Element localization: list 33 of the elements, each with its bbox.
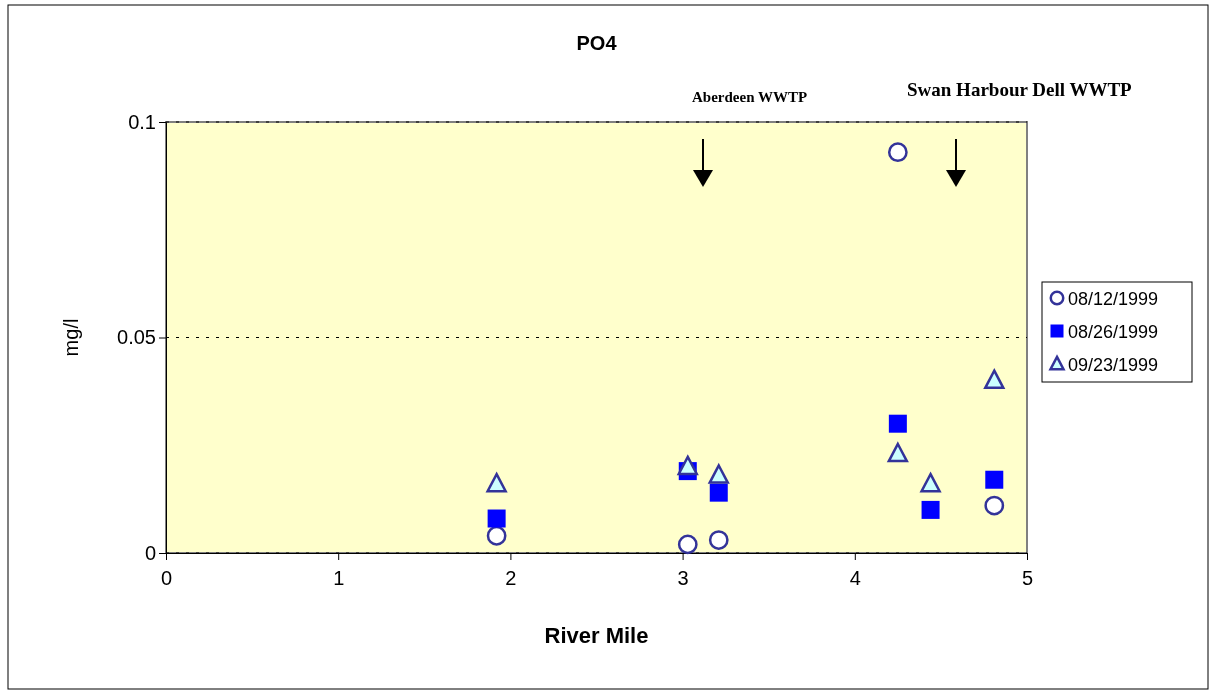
point	[887, 442, 909, 463]
point	[486, 525, 507, 546]
point	[487, 509, 506, 528]
text: Aberdeen WWTP	[692, 89, 808, 105]
point	[708, 464, 730, 484]
point	[887, 142, 908, 163]
point	[984, 369, 1005, 390]
x-tick-label: 5	[1021, 567, 1034, 589]
chart-title: PO4	[576, 32, 618, 54]
point	[677, 534, 698, 555]
y-tick-label: 0	[144, 541, 156, 564]
point	[984, 495, 1005, 516]
x-axis-title: River Mile	[544, 623, 649, 648]
legend-label: 09/23/1999	[1068, 355, 1159, 375]
legend-label: 08/12/1999	[1068, 289, 1159, 309]
point	[677, 455, 699, 476]
point	[486, 472, 507, 493]
x-tick-label: 2	[505, 567, 517, 589]
point	[708, 530, 729, 550]
y-axis-title: mg/l	[60, 318, 82, 357]
x-tick-label: 1	[333, 567, 345, 589]
y-tick-label: 0.1	[128, 110, 156, 133]
x-tick-label: 0	[160, 567, 173, 589]
point	[888, 414, 907, 433]
point	[709, 483, 728, 502]
y-tick-label: 0.05	[117, 326, 156, 349]
text: Swan Harbour Dell WWTP	[907, 79, 1133, 100]
point	[921, 500, 940, 519]
point	[920, 472, 941, 493]
legend-label: 08/26/1999	[1068, 322, 1159, 342]
point	[985, 470, 1004, 489]
x-tick-label: 3	[677, 567, 689, 589]
x-tick-label: 4	[849, 567, 861, 589]
